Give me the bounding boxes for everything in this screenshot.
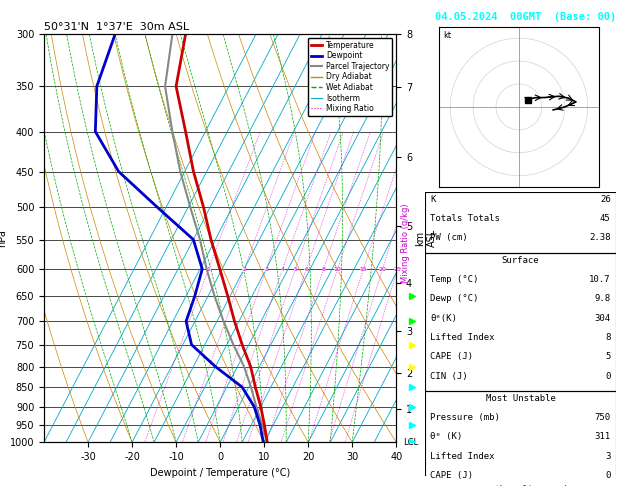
Text: θᵉ(K): θᵉ(K): [430, 313, 457, 323]
Text: 15: 15: [360, 266, 367, 272]
Text: 1: 1: [207, 266, 211, 272]
Text: 10.7: 10.7: [589, 275, 611, 284]
Text: 45: 45: [600, 214, 611, 223]
Text: 0: 0: [605, 372, 611, 381]
Text: 0: 0: [605, 471, 611, 480]
Text: 3: 3: [605, 452, 611, 461]
Bar: [425, 391, 616, 486]
Text: Lifted Index: Lifted Index: [430, 333, 495, 342]
Text: 50°31'N  1°37'E  30m ASL: 50°31'N 1°37'E 30m ASL: [44, 22, 189, 32]
Text: 04.05.2024  00GMT  (Base: 00): 04.05.2024 00GMT (Base: 00): [435, 12, 616, 22]
Text: 8: 8: [605, 333, 611, 342]
Text: 9.8: 9.8: [594, 295, 611, 303]
Y-axis label: hPa: hPa: [0, 229, 7, 247]
Text: K: K: [430, 195, 436, 204]
Text: LCL: LCL: [403, 438, 418, 447]
Text: CIN (J): CIN (J): [430, 372, 468, 381]
Text: 6: 6: [304, 266, 308, 272]
Text: CAPE (J): CAPE (J): [430, 352, 474, 361]
Text: 25: 25: [394, 266, 401, 272]
Text: 20: 20: [379, 266, 386, 272]
Text: 8: 8: [321, 266, 326, 272]
Text: 4: 4: [281, 266, 284, 272]
Bar: [425, 192, 616, 253]
Text: Surface: Surface: [502, 256, 539, 265]
Text: Most Unstable: Most Unstable: [486, 394, 555, 403]
Text: kt: kt: [443, 31, 452, 40]
Text: 3: 3: [264, 266, 269, 272]
Text: Totals Totals: Totals Totals: [430, 214, 500, 223]
Text: Dewp (°C): Dewp (°C): [430, 295, 479, 303]
Text: Lifted Index: Lifted Index: [430, 452, 495, 461]
Text: 304: 304: [594, 313, 611, 323]
Text: 750: 750: [594, 413, 611, 422]
Text: 2.38: 2.38: [589, 233, 611, 243]
Text: θᵉ (K): θᵉ (K): [430, 433, 462, 441]
X-axis label: Dewpoint / Temperature (°C): Dewpoint / Temperature (°C): [150, 468, 290, 478]
Text: 311: 311: [594, 433, 611, 441]
Text: 5: 5: [605, 352, 611, 361]
Legend: Temperature, Dewpoint, Parcel Trajectory, Dry Adiabat, Wet Adiabat, Isotherm, Mi: Temperature, Dewpoint, Parcel Trajectory…: [308, 38, 392, 116]
Y-axis label: km
ASL: km ASL: [415, 229, 437, 247]
Text: Mixing Ratio (g/kg): Mixing Ratio (g/kg): [401, 203, 410, 283]
Text: 10: 10: [333, 266, 342, 272]
Text: 5: 5: [294, 266, 298, 272]
Text: 2: 2: [242, 266, 247, 272]
Text: 26: 26: [600, 195, 611, 204]
Bar: [425, 253, 616, 391]
Text: PW (cm): PW (cm): [430, 233, 468, 243]
Text: Pressure (mb): Pressure (mb): [430, 413, 500, 422]
Text: Temp (°C): Temp (°C): [430, 275, 479, 284]
Text: © weatheronline.co.uk: © weatheronline.co.uk: [472, 485, 569, 486]
Text: CAPE (J): CAPE (J): [430, 471, 474, 480]
